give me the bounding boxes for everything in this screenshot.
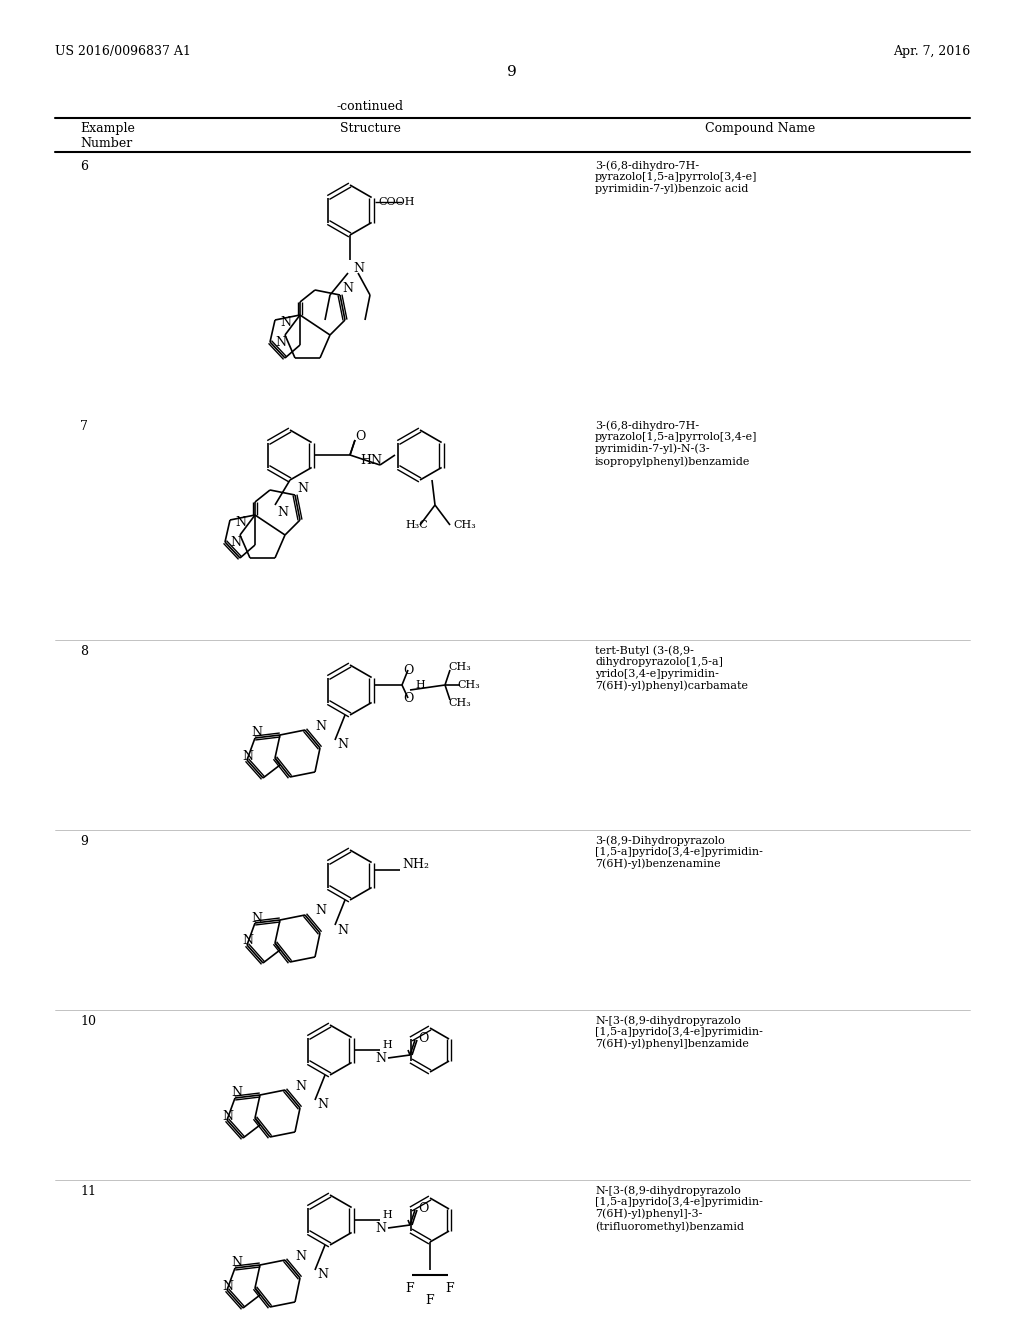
Text: N: N: [251, 726, 262, 739]
Text: Structure: Structure: [340, 121, 400, 135]
Text: 9: 9: [80, 836, 88, 847]
Text: N-[3-(8,9-dihydropyrazolo
[1,5-a]pyrido[3,4-e]pyrimidin-
7(6H)-yl)phenyl]benzami: N-[3-(8,9-dihydropyrazolo [1,5-a]pyrido[…: [595, 1015, 763, 1049]
Text: F: F: [426, 1294, 434, 1307]
Text: N: N: [222, 1110, 233, 1122]
Text: 9: 9: [507, 65, 517, 79]
Text: 6: 6: [80, 160, 88, 173]
Text: CH₃: CH₃: [457, 680, 480, 690]
Text: N: N: [280, 315, 291, 329]
Text: 8: 8: [80, 645, 88, 657]
Text: H₃C: H₃C: [406, 520, 428, 531]
Text: N: N: [353, 261, 364, 275]
Text: 10: 10: [80, 1015, 96, 1028]
Text: N: N: [317, 1269, 328, 1282]
Text: Compound Name: Compound Name: [705, 121, 815, 135]
Text: F: F: [445, 1282, 455, 1295]
Text: N: N: [234, 516, 246, 528]
Text: 3-(6,8-dihydro-7H-
pyrazolo[1,5-a]pyrrolo[3,4-e]
pyrimidin-7-yl)benzoic acid: 3-(6,8-dihydro-7H- pyrazolo[1,5-a]pyrrol…: [595, 160, 758, 194]
Text: 3-(6,8-dihydro-7H-
pyrazolo[1,5-a]pyrrolo[3,4-e]
pyrimidin-7-yl)-N-(3-
isopropyl: 3-(6,8-dihydro-7H- pyrazolo[1,5-a]pyrrol…: [595, 420, 758, 467]
Text: COOH: COOH: [378, 197, 415, 207]
Text: O: O: [403, 692, 414, 705]
Text: H: H: [382, 1210, 392, 1220]
Text: -continued: -continued: [337, 100, 403, 114]
Text: Example
Number: Example Number: [80, 121, 135, 150]
Text: US 2016/0096837 A1: US 2016/0096837 A1: [55, 45, 190, 58]
Text: N: N: [295, 1250, 306, 1262]
Text: O: O: [403, 664, 414, 676]
Text: O: O: [355, 430, 366, 444]
Text: N: N: [337, 924, 348, 936]
Text: N: N: [230, 536, 241, 549]
Text: O: O: [418, 1031, 428, 1044]
Text: F: F: [406, 1282, 415, 1295]
Text: N: N: [242, 750, 253, 763]
Text: N: N: [337, 738, 348, 751]
Text: N: N: [251, 912, 262, 924]
Text: N: N: [242, 935, 253, 948]
Text: 11: 11: [80, 1185, 96, 1199]
Text: N: N: [231, 1257, 242, 1270]
Text: HN: HN: [360, 454, 382, 466]
Text: N: N: [315, 719, 326, 733]
Text: N: N: [297, 482, 308, 495]
Text: N: N: [275, 335, 286, 348]
Text: 3-(8,9-Dihydropyrazolo
[1,5-a]pyrido[3,4-e]pyrimidin-
7(6H)-yl)benzenamine: 3-(8,9-Dihydropyrazolo [1,5-a]pyrido[3,4…: [595, 836, 763, 870]
Text: 7: 7: [80, 420, 88, 433]
Text: Apr. 7, 2016: Apr. 7, 2016: [893, 45, 970, 58]
Text: CH₃: CH₃: [449, 663, 471, 672]
Text: H: H: [382, 1040, 392, 1049]
Text: N: N: [375, 1221, 386, 1234]
Text: N: N: [315, 904, 326, 917]
Text: NH₂: NH₂: [402, 858, 429, 871]
Text: N: N: [295, 1080, 306, 1093]
Text: O: O: [418, 1201, 428, 1214]
Text: tert-Butyl (3-(8,9-
dihydropyrazolo[1,5-a]
yrido[3,4-e]pyrimidin-
7(6H)-yl)pheny: tert-Butyl (3-(8,9- dihydropyrazolo[1,5-…: [595, 645, 748, 692]
Text: N: N: [278, 507, 288, 520]
Text: N-[3-(8,9-dihydropyrazolo
[1,5-a]pyrido[3,4-e]pyrimidin-
7(6H)-yl)phenyl]-3-
(tr: N-[3-(8,9-dihydropyrazolo [1,5-a]pyrido[…: [595, 1185, 763, 1232]
Text: N: N: [231, 1086, 242, 1100]
Text: N: N: [317, 1098, 328, 1111]
Text: N: N: [342, 281, 353, 294]
Text: N: N: [375, 1052, 386, 1064]
Text: H: H: [415, 680, 425, 690]
Text: CH₃: CH₃: [453, 520, 476, 531]
Text: CH₃: CH₃: [449, 698, 471, 708]
Text: N: N: [222, 1279, 233, 1292]
